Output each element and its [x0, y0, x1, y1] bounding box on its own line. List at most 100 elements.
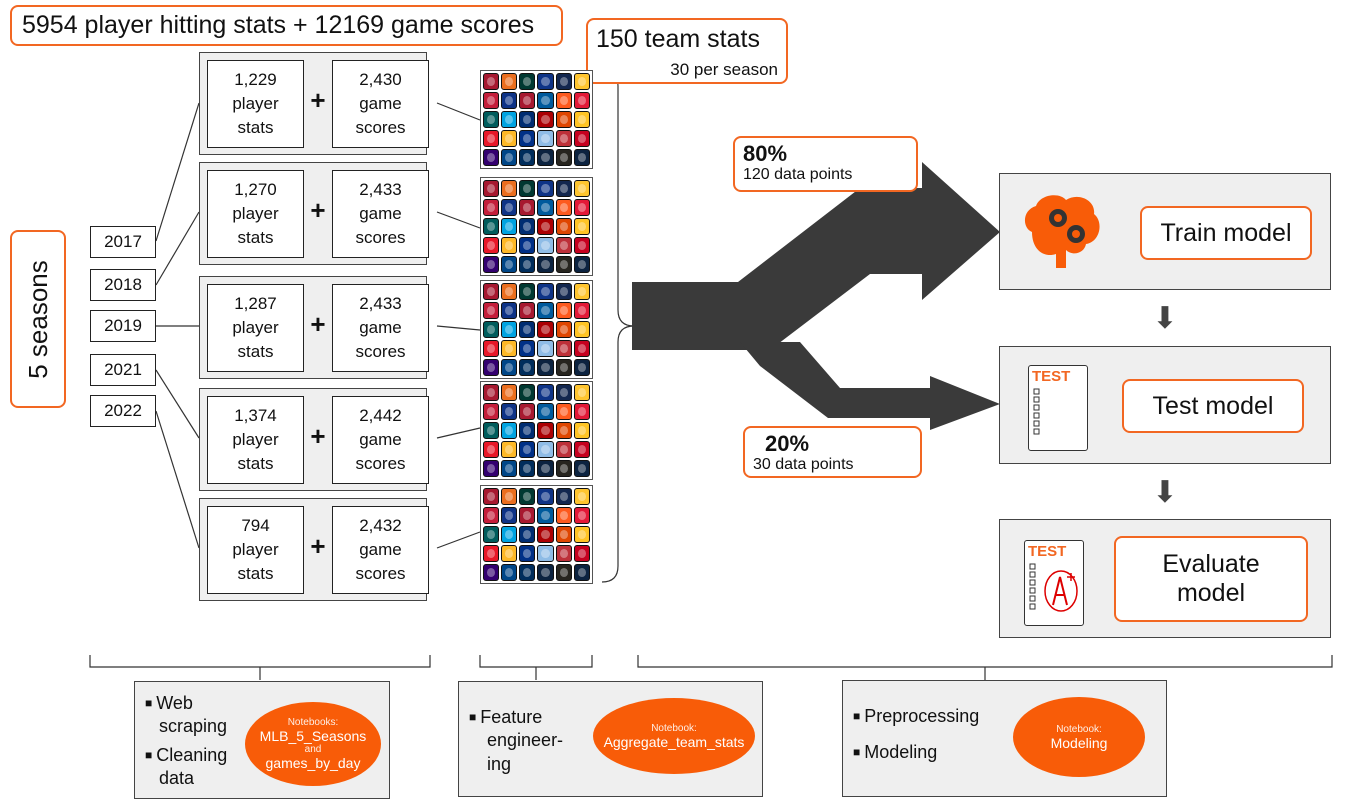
train-model-label: Train model [1160, 218, 1292, 247]
season-row: 1,229 player stats + 2,430 game scores [199, 52, 429, 155]
season-row: 1,287 player stats + 2,433 game scores [199, 276, 429, 379]
dataset-title: 5954 player hitting stats + 12169 game s… [22, 11, 535, 39]
bottom-brackets [89, 655, 1333, 680]
player-count: 1,229 [234, 70, 277, 89]
game-label: game [359, 540, 402, 559]
team-logo-icon [519, 422, 536, 439]
team-logo-icon [519, 384, 536, 401]
modeling-notebook-ellipse: Notebook: Modeling [1013, 697, 1145, 777]
train-model-panel: Train model [999, 173, 1331, 290]
team-logo-icon [519, 321, 536, 338]
game-label: game [359, 318, 402, 337]
team-logo-icon [573, 180, 590, 197]
team-logo-icon [555, 302, 572, 319]
team-logo-icon [555, 422, 572, 439]
grade-a-plus-icon [1029, 563, 1078, 612]
player-stats-box: 1,287 player stats [207, 284, 304, 372]
modeling-panel: Preprocessing Modeling Notebook: Modelin… [842, 680, 1167, 797]
plus-icon: + [310, 194, 326, 225]
team-logo-icon [483, 488, 500, 505]
team-logo-icon [483, 340, 500, 357]
test-sheet-icon: TEST [1028, 365, 1088, 451]
year-label: 2018 [104, 275, 142, 294]
team-logo-icon [519, 92, 536, 109]
team-logo-icon [555, 92, 572, 109]
team-logo-icon [537, 403, 554, 420]
game-scores-box: 2,442 game scores [332, 396, 429, 484]
dataset-title-box: 5954 player hitting stats + 12169 game s… [10, 5, 563, 46]
team-logo-icon [501, 92, 518, 109]
team-logo-icon [519, 218, 536, 235]
team-logo-icon [483, 403, 500, 420]
bullet-text: Feature [480, 707, 543, 727]
team-logo-icon [519, 180, 536, 197]
team-logo-icon [537, 526, 554, 543]
team-logo-icon [519, 256, 536, 273]
team-logo-icon [537, 507, 554, 524]
team-logo-icon [483, 199, 500, 216]
player-stats-box: 1,229 player stats [207, 60, 304, 148]
team-logo-icon [555, 340, 572, 357]
player-label: player [232, 430, 279, 449]
team-logo-icon [537, 384, 554, 401]
team-logo-icon [537, 359, 554, 376]
team-logo-icon [555, 441, 572, 458]
player-stats-box: 794 player stats [207, 506, 304, 594]
cleaning-data-bullet-cont: data [159, 768, 195, 788]
year-box: 2021 [90, 354, 156, 386]
team-logo-icon [519, 149, 536, 166]
feature-engineering-bullet: Feature [469, 706, 542, 728]
year-label: 2022 [104, 401, 142, 420]
team-logo-grid [480, 177, 593, 276]
game-scores-box: 2,432 game scores [332, 506, 429, 594]
team-logo-icon [573, 507, 590, 524]
team-logo-icon [483, 564, 500, 581]
team-logo-icon [555, 488, 572, 505]
team-stats-box: 150 team stats 30 per season [586, 18, 788, 84]
team-logo-icon [537, 111, 554, 128]
team-logo-icon [555, 403, 572, 420]
team-logo-icon [573, 321, 590, 338]
train-model-box: Train model [1140, 206, 1312, 260]
team-logo-icon [555, 384, 572, 401]
team-logo-icon [483, 359, 500, 376]
team-logo-icon [537, 460, 554, 477]
team-logo-icon [537, 340, 554, 357]
team-logo-icon [501, 507, 518, 524]
team-logo-icon [555, 111, 572, 128]
team-logo-icon [501, 384, 518, 401]
test-model-box: Test model [1122, 379, 1304, 433]
team-logo-icon [537, 422, 554, 439]
notebook-caption: Notebook: [1056, 723, 1102, 735]
scores-label: scores [355, 342, 406, 361]
team-logo-icon [501, 256, 518, 273]
team-logo-icon [573, 111, 590, 128]
player-label: player [232, 318, 279, 337]
team-logo-icon [483, 422, 500, 439]
down-arrow-icon: ⬇ [1152, 301, 1178, 335]
team-logo-icon [555, 526, 572, 543]
team-logo-icon [519, 111, 536, 128]
team-logo-icon [501, 340, 518, 357]
team-logo-icon [573, 384, 590, 401]
team-logo-icon [555, 130, 572, 147]
team-logo-icon [501, 460, 518, 477]
team-logo-icon [501, 180, 518, 197]
team-logo-icon [519, 460, 536, 477]
season-row: 794 player stats + 2,432 game scores [199, 498, 429, 601]
team-logo-icon [555, 73, 572, 90]
team-logo-icon [501, 359, 518, 376]
feature-engineering-bullet-cont: engineer- [487, 730, 564, 750]
team-logo-icon [537, 283, 554, 300]
player-stats-box: 1,270 player stats [207, 170, 304, 258]
team-logo-icon [519, 73, 536, 90]
team-logo-icon [519, 488, 536, 505]
scraping-panel: Web scraping Cleaning data Notebooks: ML… [134, 681, 390, 799]
team-logo-icon [519, 302, 536, 319]
test-icon-text: TEST [1028, 543, 1067, 560]
team-logo-icon [555, 564, 572, 581]
team-logo-icon [537, 441, 554, 458]
year-box: 2017 [90, 226, 156, 258]
stats-label: stats [237, 342, 274, 361]
team-logo-icon [537, 130, 554, 147]
